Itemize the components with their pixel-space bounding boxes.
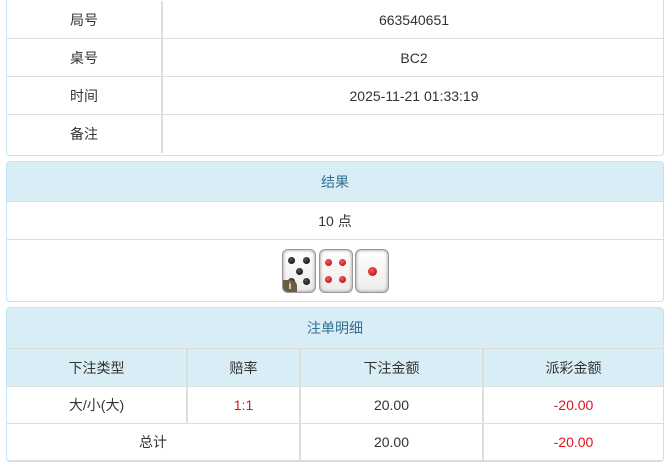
- dice-row: i: [7, 240, 663, 301]
- die-2: [318, 249, 353, 293]
- value-round: 663540651: [163, 1, 663, 39]
- value-note: [163, 115, 663, 153]
- die-pip: [367, 266, 377, 276]
- die-pip: [295, 267, 303, 275]
- die-pip: [339, 259, 347, 267]
- total-payout: -20.00: [484, 424, 663, 461]
- value-table: BC2: [163, 39, 663, 77]
- bets-title: 注单明细: [7, 308, 663, 349]
- row-bet-type: 大/小(大): [7, 387, 188, 424]
- header-odds: 赔率: [188, 349, 301, 387]
- header-bet-type: 下注类型: [7, 349, 188, 387]
- die-pip: [324, 259, 332, 267]
- result-panel: 结果 10 点 i: [6, 161, 664, 302]
- header-payout: 派彩金额: [484, 349, 663, 387]
- result-points: 10 点: [7, 202, 663, 240]
- die-pip: [288, 257, 296, 264]
- value-time: 2025-11-21 01:33:19: [163, 77, 663, 115]
- info-panel: 局号 663540651 桌号 BC2 时间 2025-11-21 01:33:…: [6, 0, 664, 156]
- label-round: 局号: [7, 1, 163, 39]
- result-title: 结果: [7, 162, 663, 202]
- row-payout: -20.00: [484, 387, 663, 424]
- die-pip: [302, 278, 310, 285]
- bet-details-panel: 注单明细 下注类型 赔率 下注金额 派彩金额 大/小(大) 1:1 20.00 …: [6, 307, 664, 462]
- label-time: 时间: [7, 77, 163, 115]
- die-pip: [339, 275, 347, 283]
- die-pip: [324, 275, 332, 283]
- row-bet-amount: 20.00: [301, 387, 484, 424]
- header-bet-amount: 下注金额: [301, 349, 484, 387]
- total-label: 总计: [7, 424, 301, 461]
- label-note: 备注: [7, 115, 163, 153]
- label-table: 桌号: [7, 39, 163, 77]
- die-pip: [302, 257, 310, 264]
- row-odds: 1:1: [188, 387, 301, 424]
- die-1: i: [282, 249, 316, 293]
- total-amount: 20.00: [301, 424, 484, 461]
- info-icon[interactable]: i: [283, 280, 297, 292]
- die-3: [355, 249, 389, 293]
